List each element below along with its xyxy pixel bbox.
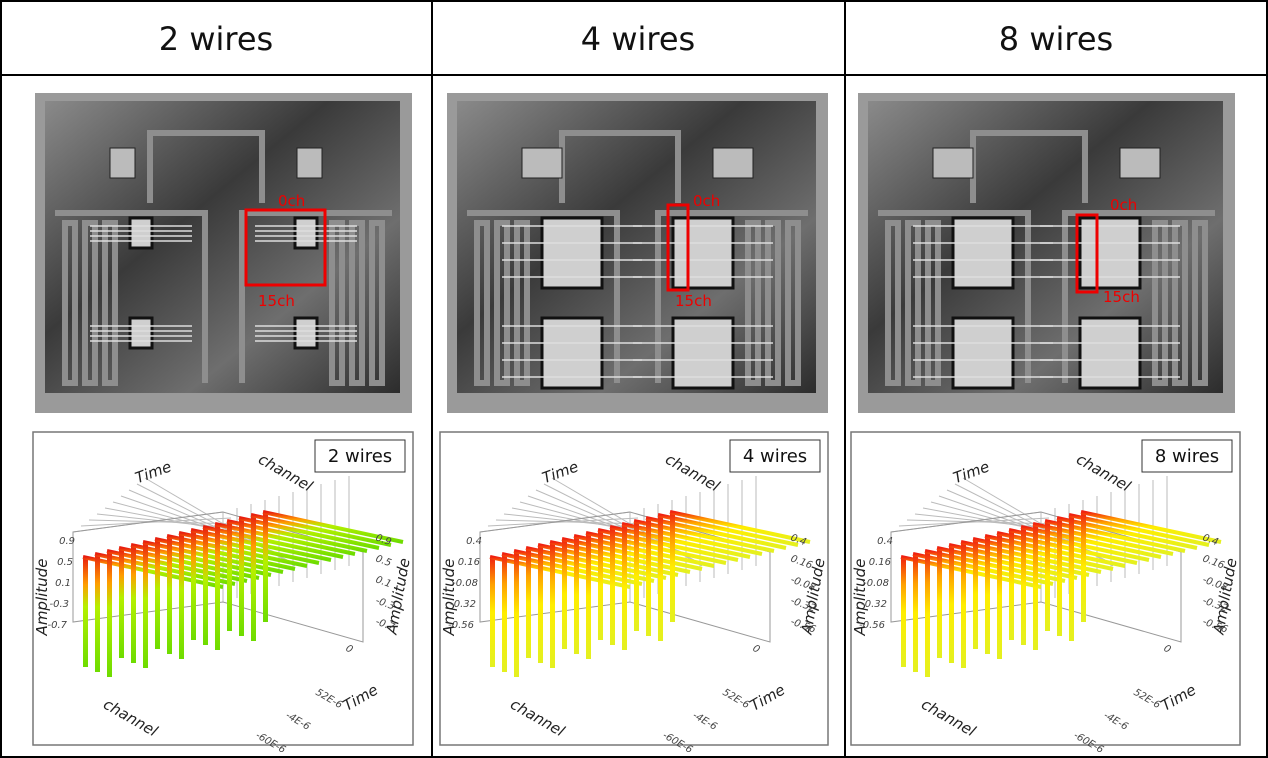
waveform-bar (574, 536, 579, 654)
pad (1120, 148, 1160, 178)
waveform-bar (215, 524, 220, 650)
column-header: 4 wires (581, 20, 695, 58)
legend-text: 4 wires (743, 446, 807, 467)
waveform-bar (550, 542, 555, 668)
legend-text: 2 wires (328, 446, 392, 467)
channel-label: 0ch (693, 192, 720, 210)
waveform-bar (538, 545, 543, 663)
channel-label: 0ch (278, 192, 305, 210)
channel-label: 15ch (258, 292, 295, 310)
legend-text: 8 wires (1155, 446, 1219, 467)
amplitude-tick: 0.5 (57, 557, 73, 568)
waveform-bar (131, 545, 136, 663)
waveform-bar (107, 551, 112, 677)
waveform-bar (973, 539, 978, 649)
column-header: 8 wires (999, 20, 1113, 58)
pad (713, 148, 753, 178)
waveform-bar (562, 539, 567, 649)
column-header: 2 wires (159, 20, 273, 58)
amplitude-tick: 0.4 (466, 536, 482, 547)
waveform-bar (925, 551, 930, 677)
figure-table: 2 wires 0ch 15ch 2 wiresTimechannelAmplitud… (0, 0, 1268, 758)
waveform-bar (961, 542, 966, 668)
waveform-bar (634, 521, 639, 631)
sensor-chip (295, 218, 317, 248)
pad (522, 148, 562, 178)
board-photo: 0ch 15ch (858, 93, 1235, 413)
waveform-bar (203, 527, 208, 645)
waveform-bar (263, 512, 268, 622)
amplitude-tick: -0.56 (448, 620, 474, 631)
amplitude-tick: -0.7 (47, 620, 67, 631)
amplitude-tick: 0.9 (59, 536, 75, 547)
amplitude-tick: 0.1 (55, 578, 71, 589)
waveform-bar (1069, 515, 1074, 641)
waveform-bar (997, 533, 1002, 659)
amplitude-tick: 0.16 (869, 557, 891, 568)
sensor-chip (130, 218, 152, 248)
waveform-bar (598, 530, 603, 640)
board (868, 101, 1223, 393)
waveform-bar (937, 548, 942, 658)
waveform-bar (83, 557, 88, 667)
amplitude-tick: -0.08 (452, 578, 478, 589)
waveform-bar (670, 512, 675, 622)
amplitude-tick: -0.32 (861, 599, 887, 610)
pad (297, 148, 322, 178)
amplitude-tick: -0.56 (859, 620, 885, 631)
waveform-bar (658, 515, 663, 641)
board (45, 101, 400, 393)
channel-label: 15ch (1103, 288, 1140, 306)
waveform-bar (490, 557, 495, 667)
channel-label: 0ch (1110, 196, 1137, 214)
amplitude-tick: 0.16 (458, 557, 480, 568)
amplitude-tick: -0.08 (863, 578, 889, 589)
board-photo: 0ch 15ch (447, 93, 828, 413)
waveform-bar (155, 539, 160, 649)
waveform-bar (227, 521, 232, 631)
board-photo: 0ch 15ch (35, 93, 412, 413)
pad (933, 148, 973, 178)
amplitude-tick: -0.32 (450, 599, 476, 610)
board (457, 101, 816, 393)
waveform-bar (502, 554, 507, 672)
waveform-bar (586, 533, 591, 659)
channel-label: 15ch (675, 292, 712, 310)
pad (110, 148, 135, 178)
waveform-bar (985, 536, 990, 654)
waveform-bar (119, 548, 124, 658)
waveform-bar (646, 518, 651, 636)
waveform-bar (1009, 530, 1014, 640)
waveform-bar (167, 536, 172, 654)
waveform-bar (526, 548, 531, 658)
waveform-bar (610, 527, 615, 645)
sensor-chip (130, 318, 152, 348)
waveform-bar (622, 524, 627, 650)
waveform-bar (239, 518, 244, 636)
amplitude-plot: 4 wiresTimechannelAmplitudeAmplitudechan… (440, 432, 829, 756)
waveform-bar (179, 533, 184, 659)
waveform-bar (95, 554, 100, 672)
waveform-bar (251, 515, 256, 641)
waveform-bar (949, 545, 954, 663)
waveform-bar (1057, 518, 1062, 636)
amplitude-tick: -0.3 (49, 599, 69, 610)
waveform-bar (514, 551, 519, 677)
waveform-bar (1033, 524, 1038, 650)
waveform-bar (913, 554, 918, 672)
amplitude-tick: 0.4 (877, 536, 893, 547)
waveform-bar (191, 530, 196, 640)
waveform-bar (143, 542, 148, 668)
waveform-bar (1045, 521, 1050, 631)
waveform-bar (1021, 527, 1026, 645)
waveform-bar (901, 557, 906, 667)
sensor-chip (295, 318, 317, 348)
waveform-bar (1081, 512, 1086, 622)
